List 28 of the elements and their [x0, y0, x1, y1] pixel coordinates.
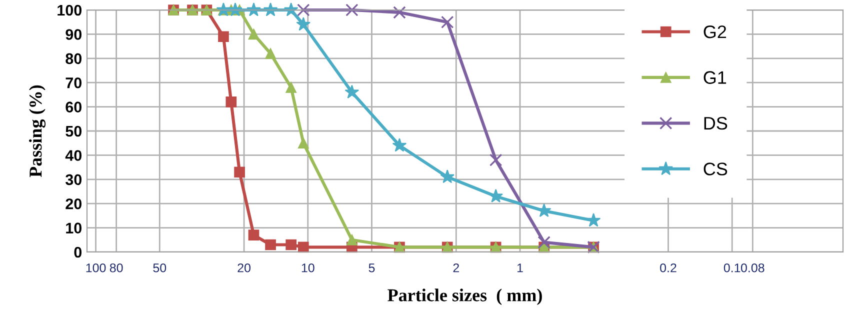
x-tick-label: 80 [110, 263, 123, 272]
x-tick-label: 100 [86, 263, 106, 272]
y-tick-label: 10 [66, 222, 82, 234]
legend-label: CS [704, 162, 728, 176]
x-tick-label: 0.1 [724, 263, 740, 272]
legend-label: G2 [704, 25, 726, 38]
legend-label: DS [704, 116, 728, 130]
y-tick-label: 100 [58, 4, 82, 16]
y-tick-label: 20 [66, 198, 82, 210]
y-tick-label: 90 [66, 29, 82, 40]
y-axis-title: Passing (%) [29, 85, 46, 178]
y-tick-label: 80 [66, 53, 82, 64]
y-tick-label: 40 [65, 150, 82, 161]
x-tick-label: 0.2 [660, 263, 676, 272]
y-tick-label: 0 [74, 246, 82, 258]
y-tick-label: 70 [66, 77, 82, 88]
x-tick-label: 0.08 [740, 263, 764, 272]
legend-label: G1 [704, 71, 726, 84]
x-tick-label: 2 [453, 263, 459, 272]
y-tick-label: 30 [66, 174, 82, 186]
x-tick-label: 50 [153, 263, 166, 272]
x-tick-label: 10 [302, 263, 314, 272]
x-tick-label: 1 [517, 264, 523, 272]
x-tick-label: 20 [238, 263, 250, 272]
x-axis-title: Particle sizes ( mm) [388, 288, 542, 306]
y-tick-label: 60 [66, 102, 82, 112]
y-tick-label: 50 [66, 126, 82, 137]
x-tick-label: 5 [368, 264, 375, 272]
